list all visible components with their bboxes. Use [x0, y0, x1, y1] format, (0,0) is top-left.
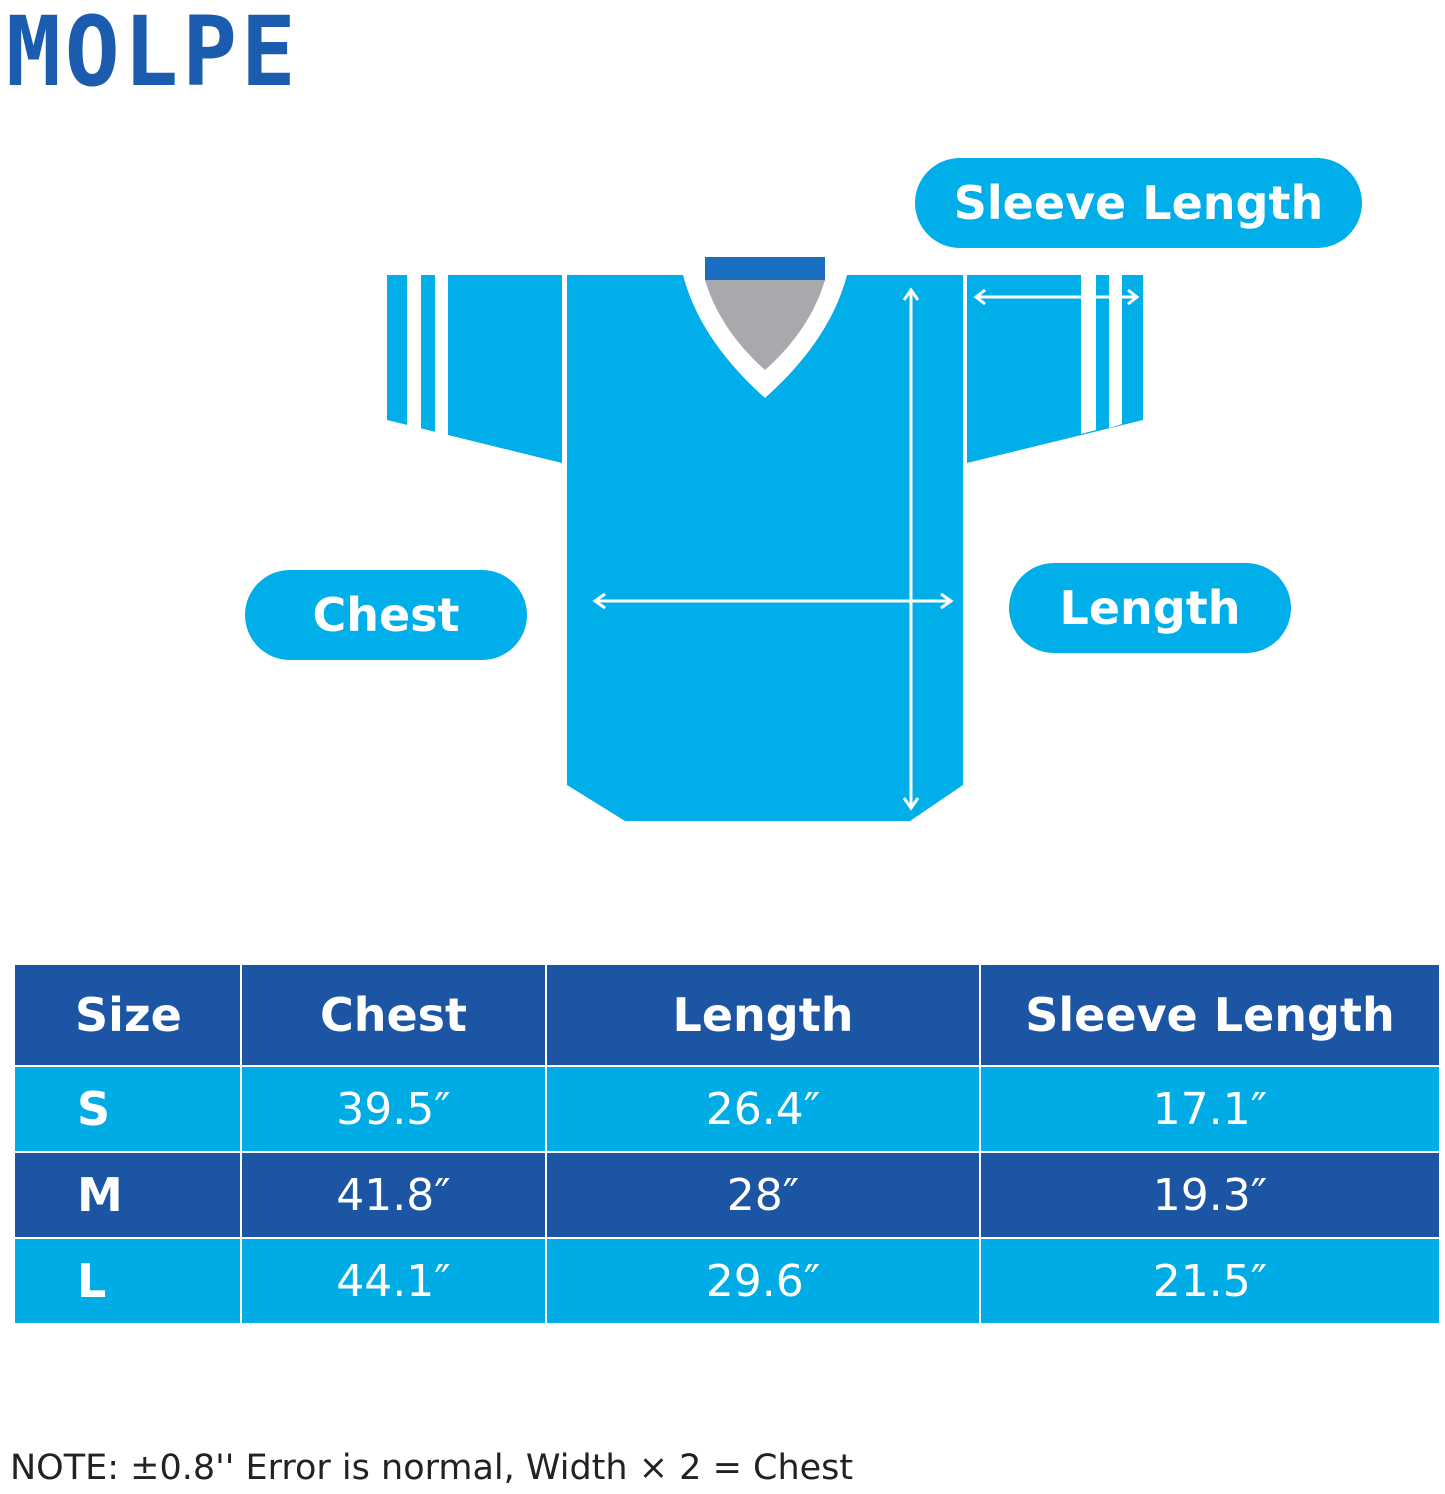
header-chest: Chest [240, 963, 547, 1067]
sleeve-cell: 21.5″ [979, 1237, 1441, 1325]
header-size: Size [13, 963, 242, 1067]
chest-cell: 41.8″ [240, 1151, 547, 1239]
table-row: S 39.5″ 26.4″ 17.1″ [13, 1065, 1441, 1153]
right-sleeve-stripe [1081, 275, 1096, 434]
chest-cell: 44.1″ [240, 1237, 547, 1325]
length-cell: 29.6″ [545, 1237, 981, 1325]
right-sleeve-stripe [1109, 275, 1122, 428]
collar-inner [705, 280, 825, 370]
sleeve-length-label: Sleeve Length [915, 158, 1362, 248]
size-cell: S [13, 1065, 242, 1153]
right-sleeve [967, 275, 1143, 463]
length-arrow [902, 287, 920, 811]
brand-logo: MOLPE [6, 0, 300, 108]
chest-cell: 39.5″ [240, 1065, 547, 1153]
table-row: M 41.8″ 28″ 19.3″ [13, 1151, 1441, 1239]
jersey-diagram [387, 257, 1143, 821]
size-cell: M [13, 1151, 242, 1239]
note-text: NOTE: ±0.8'' Error is normal, Width × 2 … [10, 1448, 854, 1488]
table-row: L 44.1″ 29.6″ 21.5″ [13, 1237, 1441, 1325]
jersey-illustration [387, 257, 1143, 821]
chest-arrow [592, 592, 954, 610]
left-sleeve-stripe [435, 275, 448, 437]
length-label: Length [1009, 563, 1291, 653]
size-cell: L [13, 1237, 242, 1325]
table-header: Size Chest Length Sleeve Length [13, 963, 1441, 1067]
sleeve-cell: 19.3″ [979, 1151, 1441, 1239]
length-cell: 26.4″ [545, 1065, 981, 1153]
collar-band [705, 257, 825, 281]
left-sleeve-stripe [407, 275, 421, 430]
size-table: Size Chest Length Sleeve Length S 39.5″ … [13, 963, 1441, 1325]
length-cell: 28″ [545, 1151, 981, 1239]
sleeve-arrow [973, 288, 1140, 306]
sleeve-cell: 17.1″ [979, 1065, 1441, 1153]
header-length: Length [545, 963, 981, 1067]
left-sleeve [387, 275, 562, 463]
header-sleeve-length: Sleeve Length [979, 963, 1441, 1067]
jersey-body [567, 275, 963, 821]
chest-label: Chest [245, 570, 527, 660]
